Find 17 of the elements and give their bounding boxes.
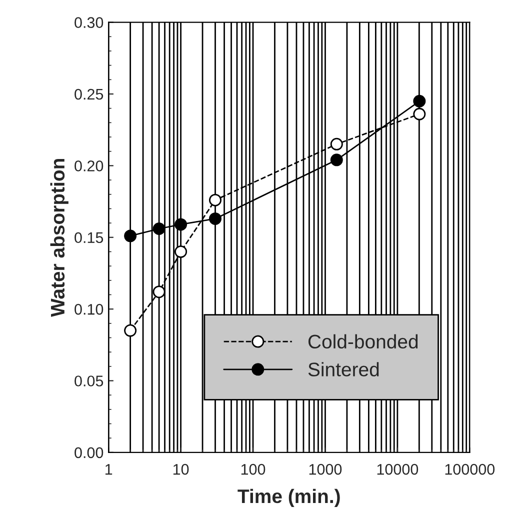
x-tick-label: 1 xyxy=(105,464,112,475)
x-tick-label: 1000 xyxy=(309,464,342,475)
y-tick-label: 0.25 xyxy=(74,88,104,100)
x-tick-label: 10000 xyxy=(377,464,418,475)
y-tick-label: 0.20 xyxy=(74,160,104,172)
x-tick-label: 100 xyxy=(241,464,266,475)
legend-label: Sintered xyxy=(308,362,379,376)
y-tick-label: 0.00 xyxy=(74,447,104,458)
y-tick-label: 0.30 xyxy=(74,17,104,28)
y-tick-label: 0.15 xyxy=(74,232,104,244)
y-tick-label: 0.05 xyxy=(74,376,104,386)
y-axis-title: Water absorption xyxy=(50,158,68,317)
x-tick-label: 10 xyxy=(173,464,189,475)
legend-label: Cold-bonded xyxy=(308,334,418,349)
x-tick-label: 100000 xyxy=(445,464,495,475)
x-axis-title: Time (min.) xyxy=(238,488,340,507)
y-tick-label: 0.10 xyxy=(74,304,104,315)
